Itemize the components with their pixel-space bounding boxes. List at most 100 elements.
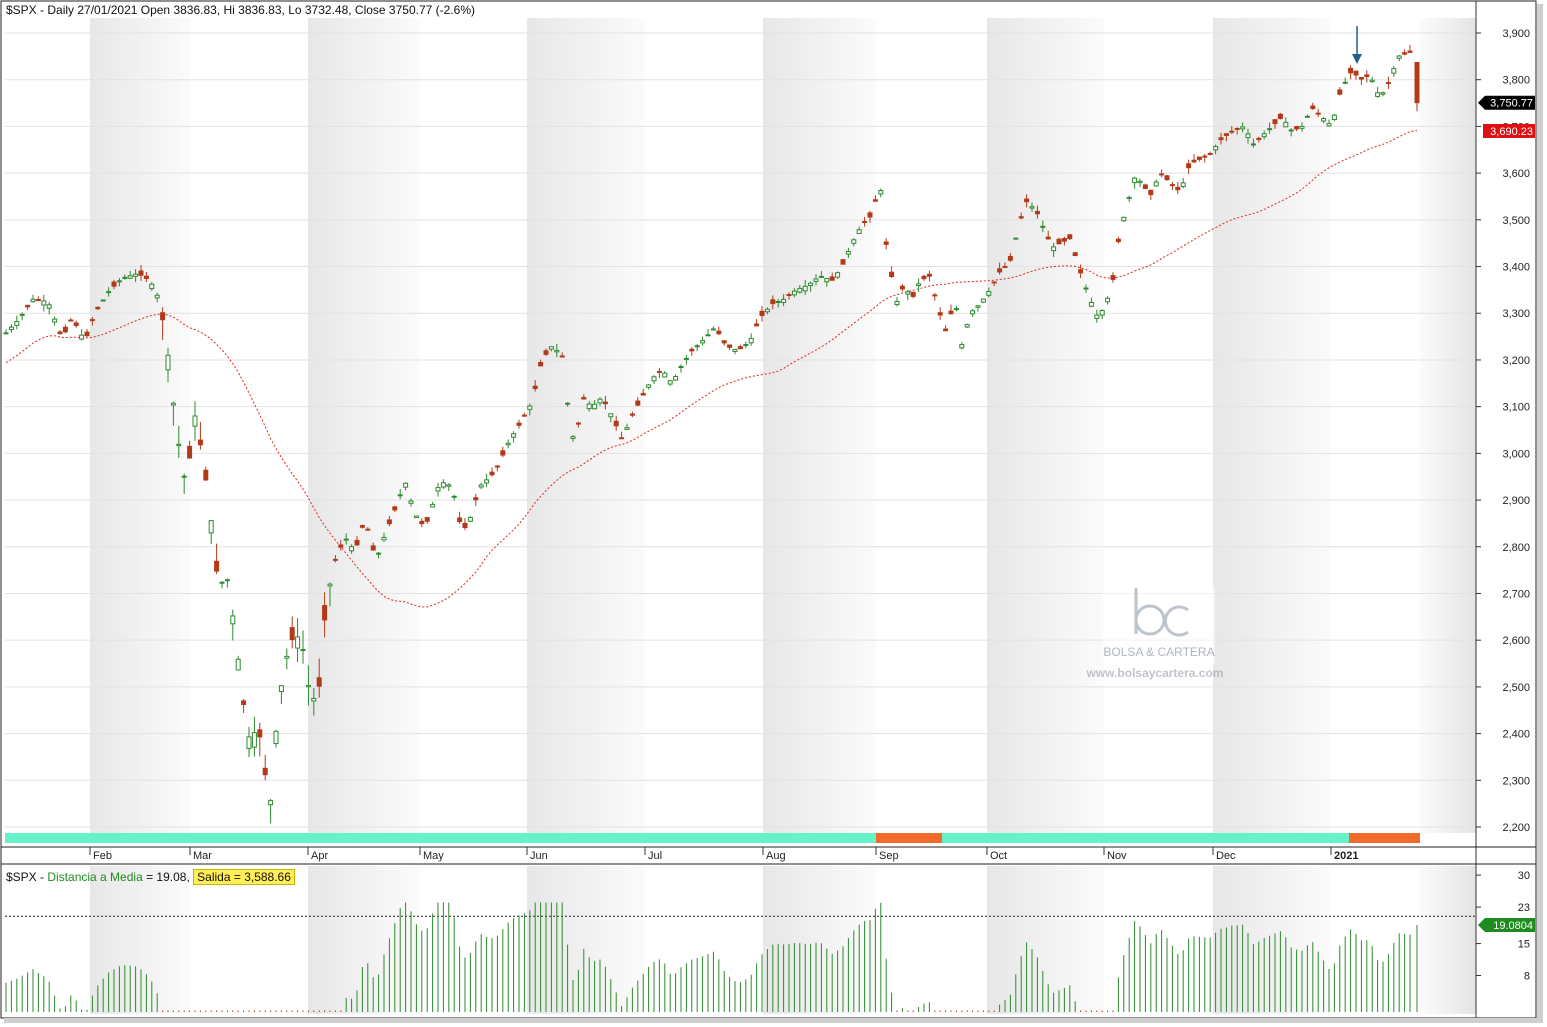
candle bbox=[770, 295, 776, 310]
candle bbox=[1369, 76, 1375, 84]
candle bbox=[176, 425, 182, 458]
candle bbox=[543, 348, 549, 356]
candle-body bbox=[872, 199, 878, 202]
candle-body bbox=[1034, 210, 1040, 215]
candle bbox=[586, 400, 592, 412]
candle bbox=[1299, 122, 1305, 132]
candle-body bbox=[381, 536, 387, 541]
candle-body bbox=[1067, 234, 1073, 240]
candle-body bbox=[106, 291, 112, 294]
candle-body bbox=[1007, 255, 1013, 261]
indicator-badge: 19.0804 bbox=[1478, 917, 1535, 932]
candle bbox=[381, 532, 387, 542]
candle bbox=[143, 271, 149, 283]
candle-body bbox=[543, 350, 549, 355]
candle bbox=[1229, 125, 1235, 134]
candle bbox=[30, 294, 36, 303]
candle bbox=[1040, 220, 1046, 233]
candle-body bbox=[943, 328, 949, 332]
candle bbox=[1272, 119, 1278, 130]
candle-body bbox=[894, 301, 900, 306]
candle-body bbox=[1213, 146, 1219, 151]
candle bbox=[916, 278, 922, 292]
candle bbox=[1142, 183, 1148, 190]
tail-band-sub bbox=[1420, 866, 1476, 1014]
candle bbox=[1245, 128, 1251, 144]
candle bbox=[667, 379, 673, 387]
candle bbox=[111, 279, 117, 290]
candle-body bbox=[791, 290, 797, 296]
candle-body bbox=[1321, 118, 1327, 122]
candle bbox=[1164, 174, 1170, 181]
candle bbox=[1180, 178, 1186, 189]
candle bbox=[532, 380, 538, 392]
candle-body bbox=[111, 281, 117, 287]
candle bbox=[235, 655, 241, 671]
candle-body bbox=[1029, 206, 1035, 209]
candle-body bbox=[268, 800, 274, 806]
candle bbox=[575, 421, 581, 428]
candle bbox=[133, 269, 139, 282]
candle bbox=[953, 305, 959, 312]
candle-body bbox=[1283, 121, 1289, 128]
candle bbox=[521, 412, 527, 417]
moving-average-line bbox=[5, 130, 1418, 608]
signal-segment-off bbox=[876, 833, 942, 843]
candle-body bbox=[851, 239, 857, 244]
candle-body bbox=[521, 414, 527, 417]
candle-body bbox=[133, 273, 139, 277]
month-band bbox=[308, 18, 420, 833]
candle-body bbox=[845, 251, 851, 255]
candle-body bbox=[1250, 143, 1256, 146]
candle bbox=[435, 482, 441, 497]
candle bbox=[646, 384, 652, 390]
candle bbox=[1250, 138, 1256, 148]
candle bbox=[862, 216, 868, 227]
candle-body bbox=[619, 437, 625, 440]
candle-body bbox=[262, 767, 268, 776]
candle bbox=[413, 515, 419, 519]
candle bbox=[705, 329, 711, 337]
candle bbox=[230, 609, 236, 641]
x-tick-label: Dec bbox=[1216, 850, 1236, 862]
candle bbox=[203, 466, 209, 481]
candle bbox=[1240, 122, 1246, 133]
y-tick-label: 2,500 bbox=[1502, 682, 1530, 694]
candle-body bbox=[500, 450, 506, 456]
candle bbox=[764, 307, 770, 315]
candle-body bbox=[727, 344, 733, 348]
y-tick-label: 3,500 bbox=[1502, 215, 1530, 227]
candle bbox=[1088, 297, 1094, 308]
candle bbox=[160, 307, 166, 340]
candle bbox=[392, 505, 398, 513]
candle-body bbox=[484, 479, 490, 484]
candle-body bbox=[559, 355, 565, 358]
candle bbox=[867, 210, 873, 223]
watermark-url: www.bolsaycartera.com bbox=[1086, 666, 1224, 680]
candle bbox=[883, 238, 889, 250]
candle bbox=[440, 479, 446, 489]
candle-body bbox=[824, 278, 830, 283]
candle bbox=[1067, 234, 1073, 240]
candle bbox=[640, 388, 646, 396]
candle bbox=[419, 518, 425, 528]
candle-body bbox=[527, 405, 533, 410]
candle-body bbox=[208, 520, 214, 534]
candle-body bbox=[1414, 62, 1420, 104]
candle-body bbox=[678, 365, 684, 368]
candle-body bbox=[975, 305, 981, 308]
y-tick-label: 3,400 bbox=[1502, 262, 1530, 274]
candle-body bbox=[1002, 266, 1008, 269]
candle bbox=[754, 318, 760, 327]
candle-body bbox=[916, 283, 922, 287]
candle-body bbox=[322, 605, 328, 621]
candle bbox=[1304, 114, 1310, 118]
candle bbox=[1353, 70, 1359, 80]
candle-body bbox=[278, 685, 284, 692]
candle bbox=[592, 400, 598, 410]
candle bbox=[894, 297, 900, 307]
candle bbox=[1013, 237, 1019, 240]
candle bbox=[349, 544, 355, 554]
candle-body bbox=[662, 372, 668, 378]
